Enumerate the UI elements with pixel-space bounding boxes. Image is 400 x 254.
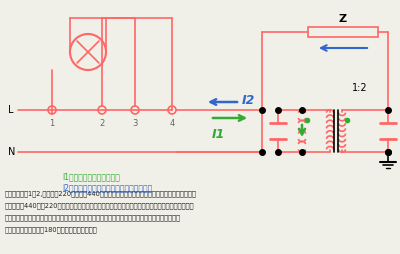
Text: 3: 3: [132, 119, 138, 128]
Text: N: N: [8, 147, 15, 157]
Text: 度表，使电流相位相反180度，而使电度表反转。: 度表，使电流相位相反180度，而使电度表反转。: [5, 226, 98, 233]
Text: I2: I2: [242, 93, 255, 106]
Text: I1：为流经变压器初级电流: I1：为流经变压器初级电流: [62, 172, 120, 181]
Text: 4: 4: [169, 119, 175, 128]
Text: L: L: [8, 105, 14, 115]
Text: I1: I1: [212, 128, 225, 141]
Text: 接负载，即440伏减220伏，负载为电阻性，因为并联谐振时阻抗最大，又因变压器两边两端同相串联: 接负载，即440伏减220伏，负载为电阻性，因为并联谐振时阻抗最大，又因变压器两…: [5, 202, 194, 209]
Text: 电阻，使流过电阻的电流次级同相端流过电度表的电流线圈，因初级谐振阻抗过大，所以只能流过电: 电阻，使流过电阻的电流次级同相端流过电度表的电流线圈，因初级谐振阻抗过大，所以只…: [5, 214, 181, 221]
Text: 1: 1: [49, 119, 55, 128]
Text: Z: Z: [339, 14, 347, 24]
Text: 1:2: 1:2: [352, 83, 368, 93]
Text: I2：为变压器次级电流流向电表的电流线圈: I2：为变压器次级电流流向电表的电流线圈: [62, 183, 152, 192]
Text: 2: 2: [99, 119, 105, 128]
Text: 用一个升压器1比2,即初级接220伏次级为440伏，两边线圈都并有电容组成谐振。然后初次级同相端: 用一个升压器1比2,即初级接220伏次级为440伏，两边线圈都并有电容组成谐振。…: [5, 190, 197, 197]
